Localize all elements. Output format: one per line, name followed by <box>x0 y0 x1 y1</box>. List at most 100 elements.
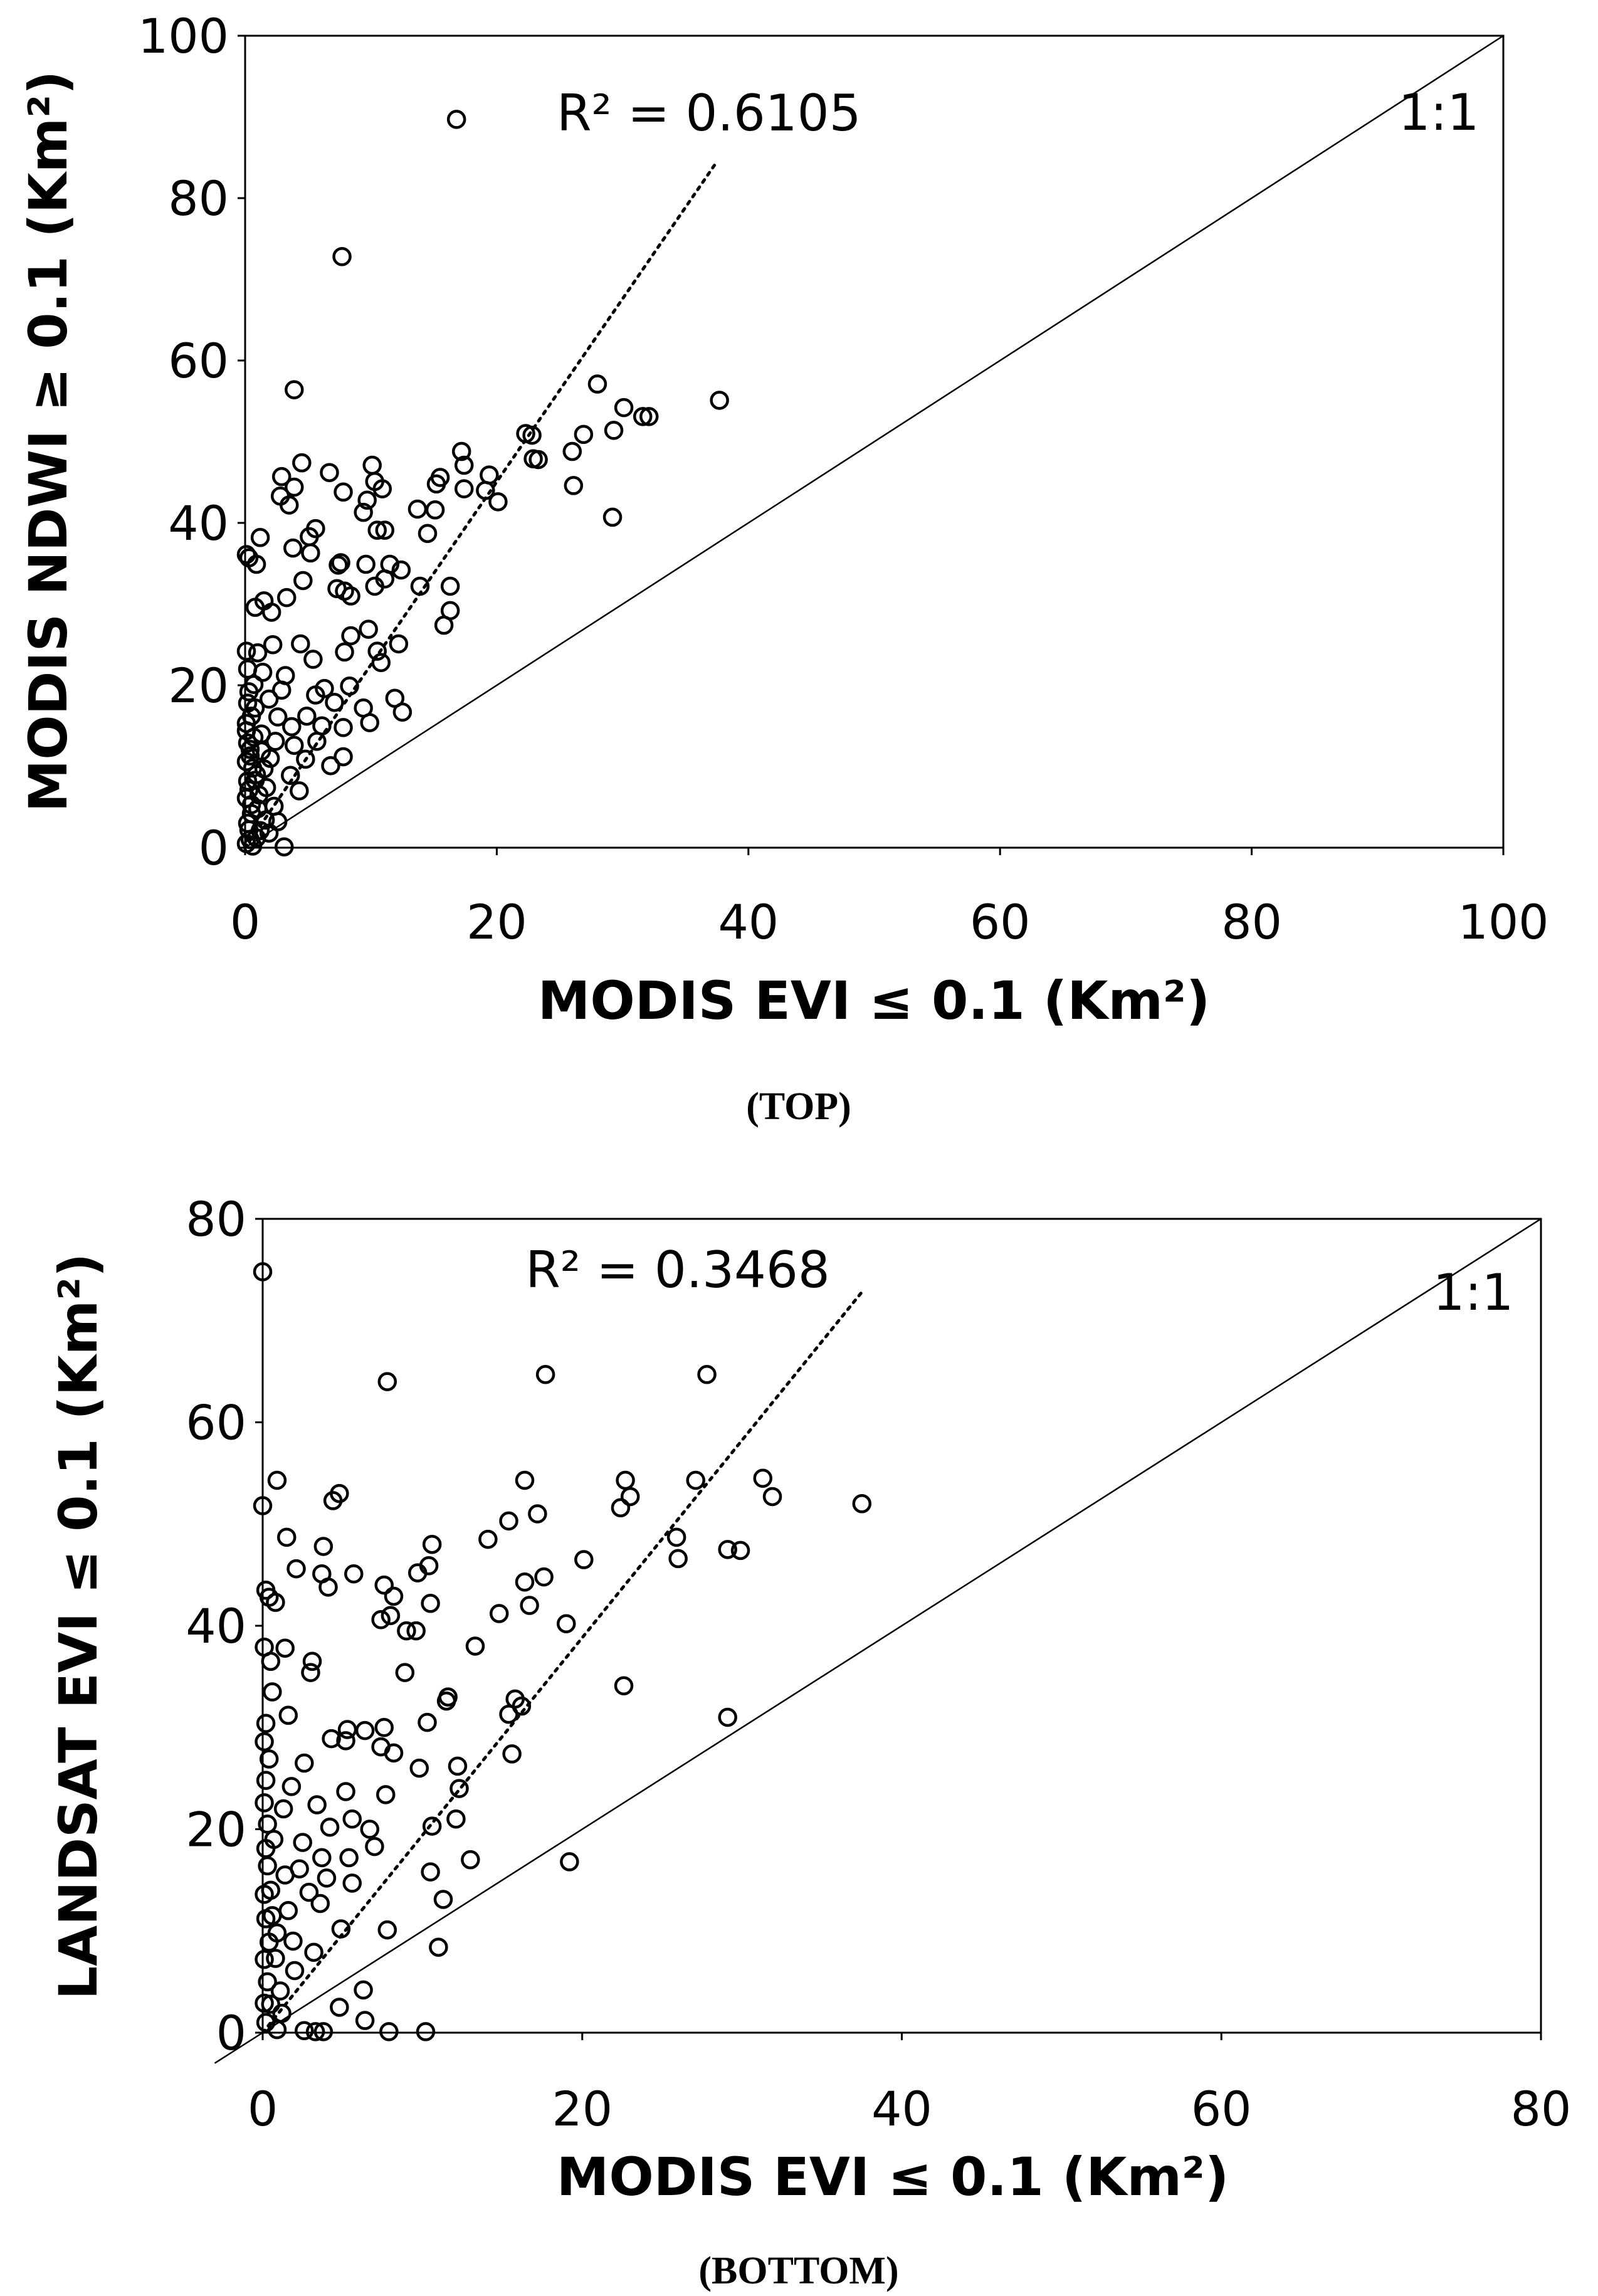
data-point <box>336 1782 355 1801</box>
data-point <box>372 479 392 498</box>
panel-caption: (BOTTOM) <box>698 2250 898 2292</box>
data-point <box>255 1993 274 2013</box>
y-tick-label: 0 <box>199 820 229 876</box>
data-point <box>397 1621 416 1641</box>
data-point <box>299 1882 319 1902</box>
data-point <box>304 1942 323 1962</box>
data-point <box>355 1720 375 1740</box>
data-point <box>240 746 260 766</box>
y-tick-label: 40 <box>168 495 229 551</box>
data-point <box>256 1839 276 1858</box>
data-point <box>248 643 268 663</box>
data-point <box>283 538 303 558</box>
panel-caption: (TOP) <box>746 1085 851 1128</box>
data-point <box>356 554 376 574</box>
data-point <box>440 576 460 596</box>
data-point <box>317 1868 337 1888</box>
data-point <box>377 1920 397 1940</box>
data-point <box>238 693 258 713</box>
one-to-one-label: 1:1 <box>1399 83 1480 142</box>
data-point <box>620 1487 640 1507</box>
data-point <box>263 1682 282 1702</box>
data-point <box>476 480 495 500</box>
data-point <box>318 1577 338 1597</box>
data-point <box>528 1504 547 1524</box>
data-point <box>282 717 302 737</box>
data-point <box>301 543 320 563</box>
data-point <box>258 1972 277 1992</box>
data-point <box>261 603 281 622</box>
data-point <box>305 2022 325 2041</box>
data-point <box>297 706 317 726</box>
data-point <box>276 587 297 608</box>
data-point <box>718 1707 737 1727</box>
data-point <box>342 1873 362 1893</box>
data-point <box>376 1785 396 1804</box>
data-point <box>489 1604 509 1623</box>
y-tick-label: 80 <box>186 1191 246 1247</box>
data-point <box>286 1559 306 1579</box>
data-point <box>236 545 256 564</box>
data-point <box>384 1743 404 1763</box>
data-point <box>334 482 353 502</box>
data-point <box>374 1718 394 1737</box>
data-point <box>255 1949 274 1969</box>
data-point <box>587 374 607 394</box>
data-point <box>730 1540 750 1561</box>
data-point <box>283 1931 303 1951</box>
data-point <box>253 663 273 682</box>
data-point <box>395 1663 415 1682</box>
data-point <box>320 463 339 482</box>
data-point <box>375 520 395 540</box>
data-point <box>515 1572 535 1592</box>
one-to-one-label: 1:1 <box>1433 1263 1514 1322</box>
data-point <box>313 1537 334 1556</box>
data-point <box>604 421 624 440</box>
data-point <box>436 1691 456 1711</box>
data-point <box>407 499 428 519</box>
y-axis-title: MODIS NDWI ≥ 0.1 (Km²) <box>18 71 79 813</box>
x-tick-label: 80 <box>1511 2081 1572 2137</box>
data-point <box>616 1470 635 1490</box>
data-point <box>307 732 327 751</box>
data-point <box>602 507 623 527</box>
data-point <box>265 732 285 751</box>
data-point <box>312 1848 332 1868</box>
data-point <box>354 1980 373 2000</box>
data-point <box>433 1890 453 1909</box>
data-point <box>528 450 548 470</box>
data-point <box>448 1756 468 1776</box>
data-point <box>285 1961 305 1981</box>
x-tick-label: 80 <box>1221 894 1282 950</box>
data-point <box>253 1262 273 1282</box>
data-point <box>446 1809 466 1829</box>
data-point <box>560 1852 579 1872</box>
data-point <box>852 1494 872 1514</box>
data-point <box>344 1564 364 1584</box>
data-point <box>718 1540 737 1559</box>
top-chart: 0 20 40 60 80 100 0 20 40 60 80 100 R² = 0.6105 1:1 MO… <box>18 8 1549 1128</box>
data-point <box>422 1534 442 1554</box>
data-point <box>278 1705 298 1725</box>
data-point <box>275 1865 295 1885</box>
data-point <box>266 1949 285 1968</box>
data-point <box>342 1809 362 1829</box>
data-point <box>291 634 310 654</box>
data-point <box>611 1498 631 1518</box>
data-point <box>564 476 584 495</box>
data-point <box>374 1575 394 1595</box>
data-point <box>574 1550 594 1569</box>
data-point <box>762 1487 782 1507</box>
data-point <box>271 466 292 487</box>
y-tick-label: 20 <box>186 1802 246 1858</box>
data-point <box>454 455 474 475</box>
data-point <box>296 749 315 769</box>
data-point <box>334 718 353 737</box>
data-point <box>329 556 348 575</box>
data-point <box>562 441 582 461</box>
data-point <box>360 713 379 732</box>
data-point <box>409 1758 429 1778</box>
data-point <box>250 528 270 547</box>
data-point <box>238 659 258 679</box>
